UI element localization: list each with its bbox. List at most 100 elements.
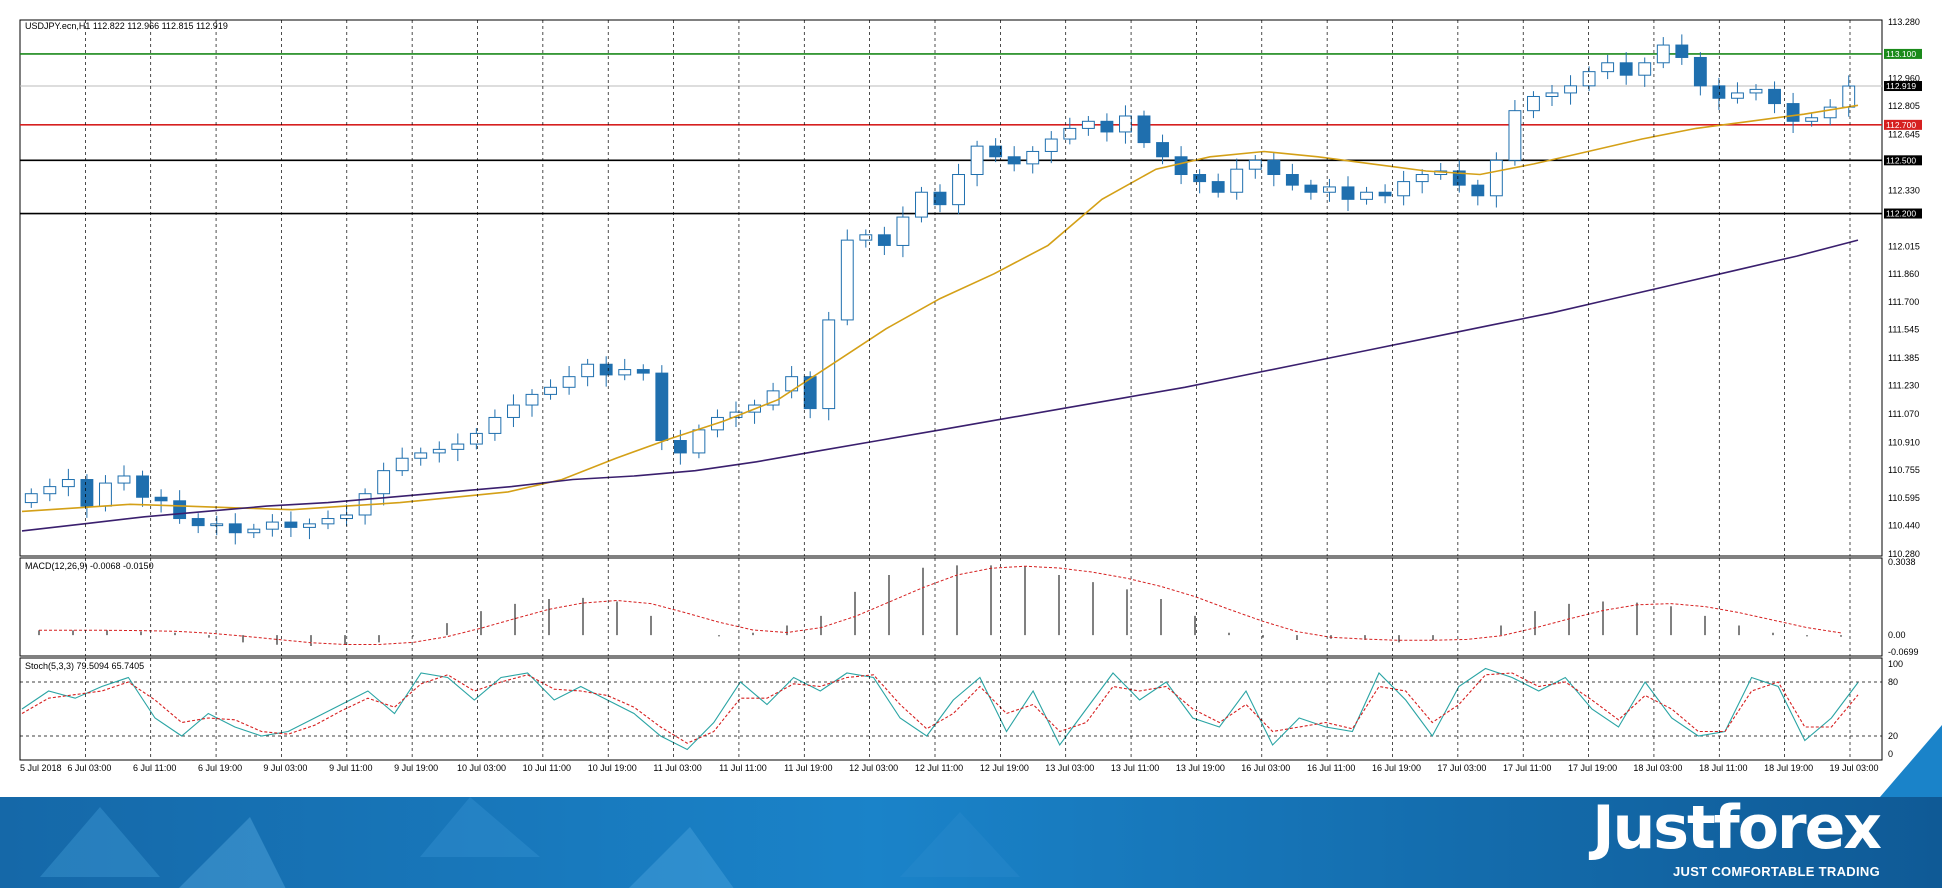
time-axis: 5 Jul 2018 6 Jul 03:00 6 Jul 11:00 6 Jul 19… <box>20 20 1879 773</box>
price-panel: 113.280 112.960 112.805 112.645 112.330 112.0… <box>19 17 1922 559</box>
y-tick-label: 111.860 <box>1888 269 1919 279</box>
level-tag <box>1884 208 1922 219</box>
y-tick-label: 112.645 <box>1888 130 1920 140</box>
level-tag <box>1884 119 1922 130</box>
candle-body <box>265 521 279 530</box>
candle-body <box>1693 56 1707 87</box>
x-tick-label: 12 Jul 03:00 <box>849 763 898 773</box>
candle-body <box>1564 85 1577 94</box>
candle-body <box>488 416 502 434</box>
y-tick-label: 110.595 <box>1888 493 1920 503</box>
candle-body <box>451 443 465 450</box>
candle-body <box>618 369 632 376</box>
x-tick-label: 5 Jul 2018 <box>20 763 62 773</box>
candle-body <box>989 145 1003 158</box>
moving-average-line <box>21 239 1859 532</box>
candle-body <box>1749 88 1763 94</box>
candle-body <box>525 393 539 406</box>
x-tick-label: 16 Jul 11:00 <box>1307 763 1355 773</box>
x-tick-label: 19 Jul 03:00 <box>1829 763 1878 773</box>
candle-body <box>136 475 149 498</box>
level-tag <box>1884 155 1922 166</box>
banner-wedge <box>1880 725 1942 797</box>
y-tick-label: 110.910 <box>1888 437 1920 447</box>
x-tick-label: 16 Jul 03:00 <box>1241 763 1290 773</box>
candle-body <box>173 500 187 520</box>
candle-body <box>1193 174 1207 183</box>
level-label: 112.919 <box>1886 81 1916 91</box>
candle-body <box>859 234 873 241</box>
x-tick-label: 9 Jul 11:00 <box>329 763 372 773</box>
y-tick-label: 111.385 <box>1888 353 1919 363</box>
candle-body <box>1619 62 1633 76</box>
candle-body <box>1137 115 1151 144</box>
candle-body <box>1471 184 1485 197</box>
stoch-line <box>21 672 1859 744</box>
panel-frame <box>19 657 1883 761</box>
y-tick-label: 112.015 <box>1888 241 1920 251</box>
stoch-label: Stoch(5,3,3) 79.5094 65.7405 <box>25 661 144 671</box>
macd-tick-label: 0.00 <box>1888 630 1906 640</box>
x-tick-label: 18 Jul 03:00 <box>1633 763 1682 773</box>
candle-body <box>1823 106 1837 119</box>
level-label: 112.200 <box>1886 209 1916 219</box>
candle-body <box>1601 62 1615 73</box>
brand-logo: Justforex <box>1592 793 1882 863</box>
x-tick-label: 13 Jul 19:00 <box>1176 763 1225 773</box>
candle-body <box>1731 92 1744 99</box>
macd-panel: 0.3038 0.00 -0.0699 <box>19 557 1919 657</box>
panel-frame <box>19 557 1883 657</box>
x-tick-label: 6 Jul 03:00 <box>67 763 111 773</box>
candle-body <box>414 452 428 459</box>
x-tick-label: 6 Jul 19:00 <box>198 763 242 773</box>
candle-body <box>1452 170 1466 186</box>
macd-tick-label: -0.0699 <box>1888 647 1919 657</box>
x-tick-label: 11 Jul 03:00 <box>653 763 701 773</box>
candle-body <box>877 234 891 246</box>
candle-body <box>507 404 520 418</box>
candle-body <box>1267 159 1281 176</box>
candle-body <box>1545 92 1559 97</box>
candle-body <box>1397 181 1411 197</box>
x-tick-label: 10 Jul 11:00 <box>523 763 571 773</box>
candle-body <box>1378 191 1392 197</box>
level-tag <box>1884 81 1922 92</box>
candle-body <box>99 482 112 507</box>
y-tick-label: 111.230 <box>1888 381 1919 391</box>
candle-body <box>915 191 928 218</box>
candle-body <box>673 440 687 454</box>
moving-average-line <box>21 104 1859 513</box>
candle-body <box>636 369 650 374</box>
candle-body <box>1582 71 1596 87</box>
x-tick-label: 17 Jul 19:00 <box>1568 763 1617 773</box>
y-tick-label: 110.755 <box>1888 465 1920 475</box>
x-tick-label: 9 Jul 19:00 <box>394 763 438 773</box>
candle-body <box>840 239 854 321</box>
macd-tick-label: 0.3038 <box>1888 557 1916 567</box>
candle-body <box>1007 156 1021 165</box>
candle-body <box>61 479 75 488</box>
candle-body <box>896 216 910 246</box>
candle-body <box>1842 85 1856 108</box>
x-tick-label: 18 Jul 19:00 <box>1764 763 1813 773</box>
candle-body <box>1211 181 1225 193</box>
x-tick-label: 11 Jul 11:00 <box>719 763 767 773</box>
candle-body <box>1026 150 1040 165</box>
y-tick-label: 111.070 <box>1888 409 1919 419</box>
x-tick-label: 13 Jul 03:00 <box>1045 763 1094 773</box>
candle-body <box>377 470 391 495</box>
candle-body <box>1527 95 1540 112</box>
candle-body <box>970 145 984 176</box>
candle-body <box>655 372 669 442</box>
candle-body <box>562 376 576 388</box>
candle-body <box>303 523 316 528</box>
candle-body <box>692 429 706 454</box>
candle-body <box>1360 191 1373 200</box>
candle-body <box>1304 184 1318 193</box>
y-tick-label: 112.805 <box>1888 101 1920 111</box>
candle-body <box>933 191 947 206</box>
candle-body <box>80 479 94 507</box>
candle-body <box>581 363 595 378</box>
